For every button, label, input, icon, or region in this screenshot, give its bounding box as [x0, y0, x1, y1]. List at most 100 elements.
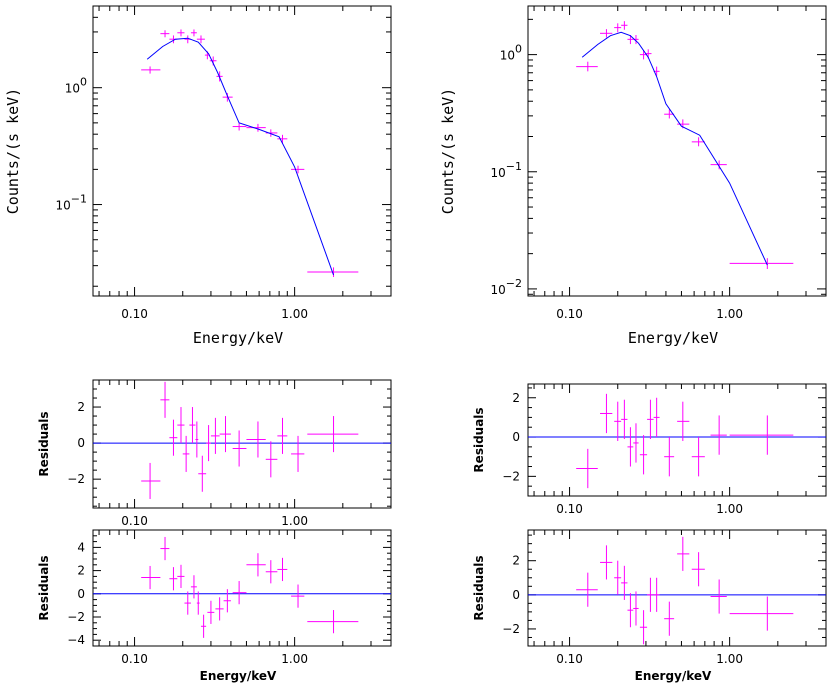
data-point: [647, 577, 654, 612]
data-point: [200, 614, 207, 638]
data-point: [160, 30, 170, 38]
data-point: [627, 593, 634, 628]
x-ticks: [98, 6, 392, 296]
data-point: [576, 448, 598, 489]
data-point: [677, 401, 690, 441]
spectrum-left-panel: 0.10 1.00 100 10−1 Counts/(s keV) Energy/keV: [4, 5, 392, 347]
plot-frame: [92, 529, 392, 647]
x-axis-label: Energy/keV: [635, 669, 712, 683]
plot-frame: [527, 529, 827, 647]
data-point: [291, 435, 305, 472]
data-point: [223, 589, 231, 613]
x-axis-label: Energy/keV: [628, 329, 718, 347]
data-point: [729, 415, 794, 455]
data-point: [291, 584, 305, 608]
y-tick-label: 100: [65, 76, 87, 96]
data-point: [141, 462, 161, 499]
x-ticks: [533, 384, 827, 496]
data-point: [614, 401, 622, 441]
data-point: [196, 591, 200, 615]
data-point: [645, 49, 652, 59]
y-tick-label: −2: [502, 469, 520, 483]
data-point: [729, 258, 794, 269]
data-point: [639, 435, 648, 475]
y-axis-label: Residuals: [472, 407, 486, 472]
data-point: [177, 564, 185, 588]
data-point: [664, 109, 675, 119]
x-ticks: [98, 380, 392, 508]
x-tick-label: 1.00: [716, 502, 743, 516]
y-ticks: [528, 387, 826, 497]
y-ticks: [93, 529, 391, 647]
data-point: [160, 381, 170, 418]
data-point: [196, 35, 205, 44]
x-ticks: [533, 530, 827, 646]
data-point: [691, 437, 705, 477]
plot-frame: [92, 379, 392, 509]
model-line: [146, 37, 334, 276]
data-point: [653, 577, 660, 612]
data-point: [621, 399, 628, 440]
data-point: [307, 610, 359, 634]
y-tick-label: −2: [502, 622, 520, 636]
data-point: [710, 415, 727, 455]
data-point: [232, 430, 247, 467]
y-tick-label: −2: [67, 472, 85, 486]
data-point: [190, 575, 197, 599]
data-point: [600, 393, 613, 434]
y-axis-label: Counts/(s keV): [4, 88, 22, 214]
data-point: [664, 437, 675, 477]
plot-frame: [527, 383, 827, 497]
y-axis-label: Residuals: [37, 555, 51, 620]
y-tick-label: 4: [77, 540, 85, 554]
data-point: [627, 427, 634, 467]
x-tick-label: 1.00: [716, 652, 743, 666]
x-ticks: [533, 6, 827, 296]
x-tick-label: 0.10: [556, 307, 583, 321]
data-point: [232, 122, 247, 131]
plot-frame: [92, 5, 392, 297]
data-point: [576, 572, 598, 607]
data-point: [576, 61, 598, 72]
data-point: [621, 21, 628, 30]
data-point: [277, 417, 288, 454]
x-ticks: [98, 530, 392, 646]
data-point: [232, 581, 247, 605]
data-point: [169, 419, 178, 456]
data-point: [664, 601, 675, 636]
data-point: [265, 560, 278, 584]
y-tick-label: 0: [77, 587, 85, 601]
x-tick-label: 0.10: [121, 514, 148, 528]
y-axis-label: Counts/(s keV): [439, 88, 457, 214]
data-point: [141, 565, 161, 590]
residuals-left-top-panel: 0.10 1.00 −2 0 2 Residuals: [37, 379, 392, 528]
data-point: [215, 597, 224, 621]
y-tick-label: 10−1: [56, 193, 88, 213]
y-tick-label: 2: [77, 400, 85, 414]
data-point: [677, 536, 690, 571]
data-point: [206, 425, 211, 462]
data-point: [246, 553, 266, 577]
y-ticks: [93, 5, 391, 287]
data-point: [198, 455, 207, 492]
data-point: [600, 29, 613, 38]
x-axis-label: Energy/keV: [193, 329, 283, 347]
y-axis-label: Residuals: [37, 411, 51, 476]
data-point: [160, 536, 170, 561]
residuals-right-top-panel: 0.10 1.00 −2 0 2 Residuals: [472, 383, 827, 516]
x-tick-label: 0.10: [556, 502, 583, 516]
x-tick-label: 1.00: [281, 307, 308, 321]
data-point: [691, 137, 705, 147]
y-tick-label: −4: [67, 633, 85, 647]
y-tick-label: 2: [512, 391, 520, 405]
data-point: [169, 567, 178, 591]
data-point: [691, 552, 705, 587]
y-tick-label: 0: [512, 588, 520, 602]
x-tick-label: 0.10: [121, 307, 148, 321]
residuals-right-bottom-panel: 0.10 1.00 −2 0 2 Residuals Energy/keV: [472, 529, 827, 683]
data-point: [182, 435, 190, 472]
data-point: [184, 591, 191, 615]
data-point: [246, 421, 266, 458]
